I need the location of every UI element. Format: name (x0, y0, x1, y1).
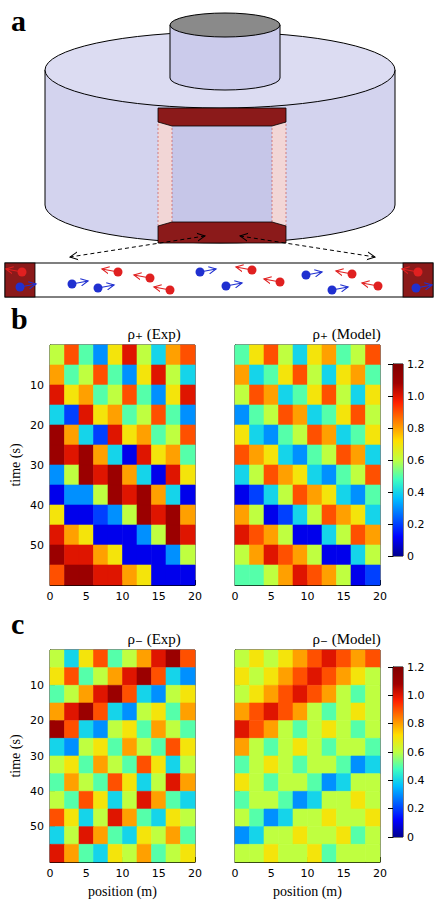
svg-text:c: c (11, 607, 24, 640)
svg-text:1.2: 1.2 (407, 358, 425, 371)
svg-text:30: 30 (30, 750, 44, 763)
svg-text:15: 15 (152, 867, 166, 880)
svg-text:5: 5 (268, 867, 275, 880)
svg-text:10: 10 (116, 590, 130, 603)
svg-text:0.4: 0.4 (407, 774, 425, 787)
svg-text:0: 0 (407, 550, 414, 563)
svg-text:position (m): position (m) (273, 884, 342, 900)
svg-text:a: a (11, 4, 26, 37)
svg-text:40: 40 (30, 499, 44, 512)
svg-text:40: 40 (30, 785, 44, 798)
svg-text:ρ₊ (Exp): ρ₊ (Exp) (128, 326, 181, 343)
svg-text:0.2: 0.2 (407, 518, 425, 531)
svg-text:0: 0 (47, 867, 54, 880)
svg-text:20: 20 (188, 590, 202, 603)
svg-text:0.4: 0.4 (407, 486, 425, 499)
svg-text:1.0: 1.0 (407, 390, 425, 403)
svg-text:20: 20 (373, 867, 387, 880)
svg-text:15: 15 (152, 590, 166, 603)
svg-text:10: 10 (116, 867, 130, 880)
svg-text:5: 5 (268, 590, 275, 603)
svg-text:0.8: 0.8 (407, 717, 425, 730)
svg-text:10: 10 (30, 679, 44, 692)
svg-text:0.6: 0.6 (407, 454, 425, 467)
svg-text:10: 10 (30, 379, 44, 392)
svg-text:30: 30 (30, 459, 44, 472)
svg-text:50: 50 (30, 820, 44, 833)
svg-text:50: 50 (30, 539, 44, 552)
svg-text:1.2: 1.2 (407, 661, 425, 674)
svg-text:position (m): position (m) (88, 884, 157, 900)
svg-text:10: 10 (301, 867, 315, 880)
svg-text:0: 0 (407, 831, 414, 844)
svg-text:5: 5 (83, 590, 90, 603)
svg-text:0: 0 (47, 590, 54, 603)
svg-text:0.8: 0.8 (407, 422, 425, 435)
svg-text:5: 5 (83, 867, 90, 880)
svg-text:time (s): time (s) (8, 443, 24, 486)
svg-text:0: 0 (232, 590, 239, 603)
svg-text:0: 0 (232, 867, 239, 880)
svg-text:20: 20 (373, 590, 387, 603)
svg-text:1.0: 1.0 (407, 689, 425, 702)
svg-text:20: 20 (30, 714, 44, 727)
svg-text:20: 20 (30, 419, 44, 432)
svg-text:ρ₋ (Model): ρ₋ (Model) (313, 631, 381, 648)
svg-text:time (s): time (s) (8, 734, 24, 777)
svg-text:b: b (11, 302, 28, 335)
svg-text:15: 15 (337, 867, 351, 880)
svg-text:0.6: 0.6 (407, 746, 425, 759)
svg-text:10: 10 (301, 590, 315, 603)
svg-text:0.2: 0.2 (407, 802, 425, 815)
svg-text:ρ₊ (Model): ρ₊ (Model) (313, 326, 381, 343)
svg-text:15: 15 (337, 590, 351, 603)
svg-text:20: 20 (188, 867, 202, 880)
svg-text:ρ₋ (Exp): ρ₋ (Exp) (128, 631, 181, 648)
